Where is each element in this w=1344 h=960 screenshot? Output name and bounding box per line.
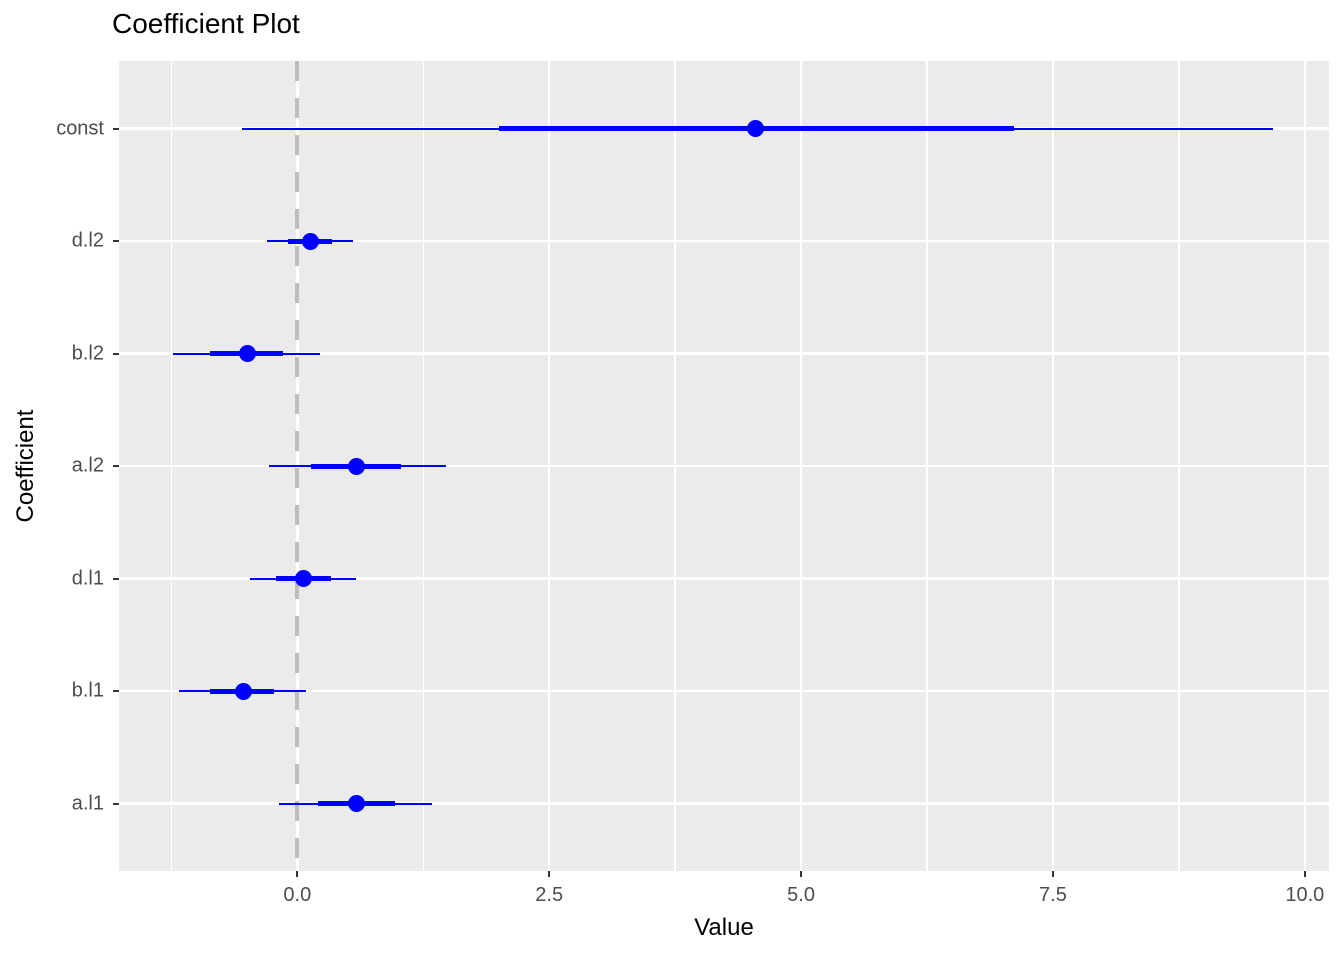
gridline-vertical-minor <box>674 61 676 871</box>
gridline-vertical-major <box>799 61 803 871</box>
estimate-point-b.l2 <box>239 345 257 362</box>
gridline-vertical-minor <box>926 61 928 871</box>
gridline-vertical-major <box>1303 61 1307 871</box>
estimate-point-a.l2 <box>348 457 366 475</box>
gridline-horizontal-b.l2 <box>119 352 1329 355</box>
x-axis-tick <box>1051 871 1054 877</box>
y-tick-label-a.l2: a.l2 <box>71 454 104 477</box>
y-axis-tick <box>113 127 119 130</box>
y-axis-title: Coefficient <box>12 409 39 523</box>
x-tick-label-0.0: 0.0 <box>283 884 312 906</box>
plot-title: Coefficient Plot <box>112 8 300 39</box>
gridline-horizontal-d.l2 <box>119 239 1329 243</box>
gridline-horizontal-b.l1 <box>119 689 1329 693</box>
x-axis-tick <box>548 871 551 877</box>
y-axis-tick <box>113 802 119 805</box>
estimate-point-b.l1 <box>235 682 253 700</box>
estimate-point-a.l1 <box>348 795 366 812</box>
gridline-vertical-minor <box>1178 61 1180 871</box>
gridline-vertical-minor <box>170 61 173 871</box>
x-axis-tick <box>1303 871 1306 877</box>
y-tick-label-const: const <box>56 117 104 139</box>
x-tick-label-5.0: 5.0 <box>787 884 815 906</box>
x-tick-label-7.5: 7.5 <box>1039 884 1067 906</box>
plot-panel <box>119 61 1329 871</box>
y-tick-label-b.l2: b.l2 <box>71 342 104 364</box>
y-axis-tick <box>113 690 119 692</box>
y-axis-tick <box>113 465 119 467</box>
y-tick-label-a.l1: a.l1 <box>71 792 104 814</box>
gridline-horizontal-d.l1 <box>119 577 1329 580</box>
y-tick-label-d.l1: d.l1 <box>71 567 104 589</box>
x-axis-tick <box>800 871 803 877</box>
estimate-point-const <box>747 120 765 137</box>
gridline-vertical-major <box>1051 61 1055 871</box>
y-tick-label-d.l2: d.l2 <box>71 229 104 252</box>
x-tick-label-10.0: 10.0 <box>1285 884 1325 906</box>
estimate-point-d.l1 <box>294 570 312 587</box>
estimate-point-d.l2 <box>301 232 319 250</box>
y-axis-tick <box>113 577 119 580</box>
x-axis-tick <box>296 871 299 877</box>
gridline-horizontal-a.l2 <box>119 464 1329 468</box>
y-tick-label-b.l1: b.l1 <box>71 679 104 702</box>
gridline-horizontal-a.l1 <box>119 802 1329 805</box>
gridline-vertical-major <box>547 61 551 871</box>
x-axis-title: Value <box>694 914 754 941</box>
x-tick-label-2.5: 2.5 <box>535 884 564 906</box>
y-axis-tick <box>113 352 119 355</box>
y-axis-tick <box>113 240 119 242</box>
